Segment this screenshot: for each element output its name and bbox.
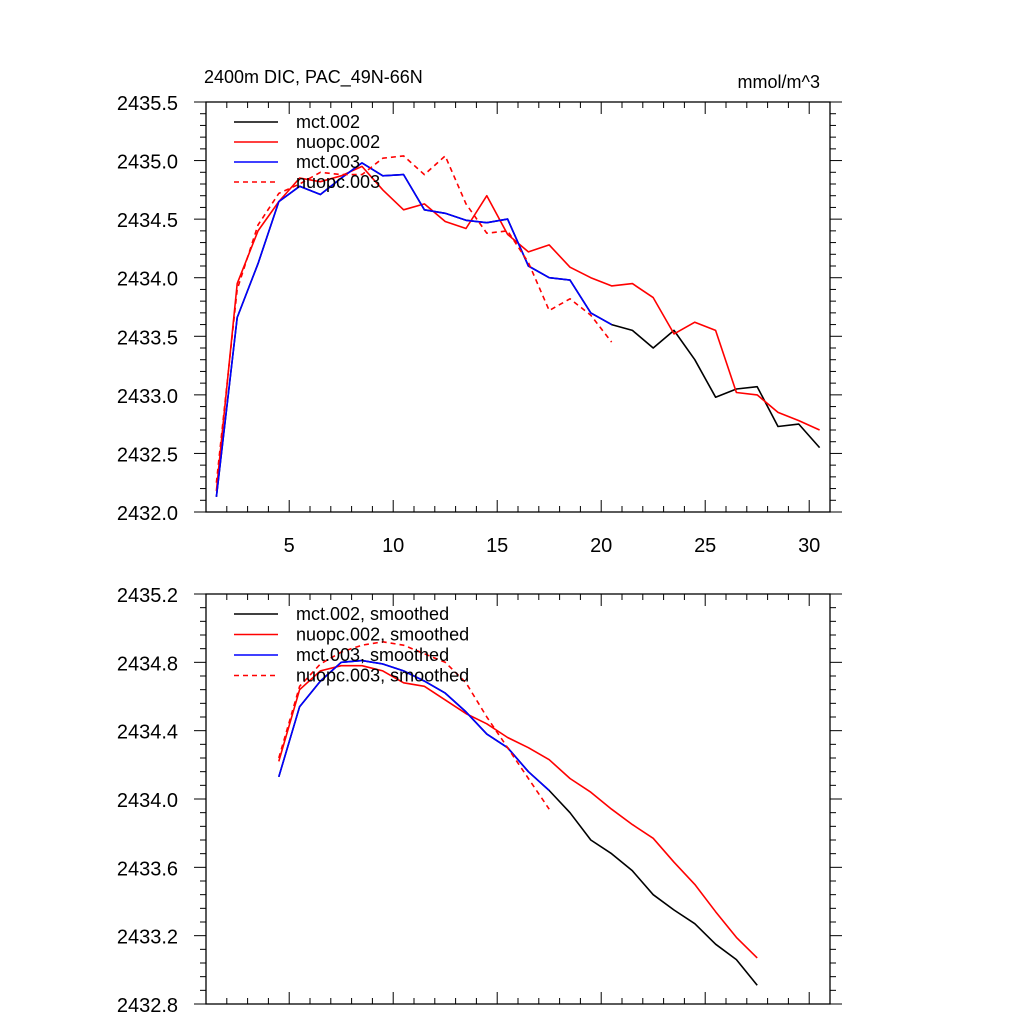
y-tick-label: 2432.5 — [117, 444, 178, 466]
series-line — [215, 165, 820, 491]
y-tick-label: 2432.8 — [117, 995, 178, 1017]
legend-label: mct.002, smoothed — [296, 604, 449, 624]
bottom-panel: 2432.8 2433.2 2433.6 2434.0 2434.4 2434.8 2435… — [117, 585, 842, 1017]
y-tick-label: 2435.5 — [117, 93, 178, 115]
legend-label: mct.003 — [296, 152, 360, 172]
y-tick-label: 2434.8 — [117, 653, 178, 675]
series-line — [215, 162, 821, 497]
y-tick-label: 2433.5 — [117, 327, 178, 349]
y-tick-label: 2432.0 — [117, 503, 178, 525]
chart-units: mmol/m^3 — [738, 72, 820, 92]
y-tick-label: 2433.6 — [117, 858, 178, 880]
y-tick-label: 2433.0 — [117, 386, 178, 408]
y-tick-label: 2434.0 — [117, 269, 178, 291]
y-tick-label: 2434.4 — [117, 722, 178, 744]
legend-label: mct.003, smoothed — [296, 645, 449, 665]
chart-title: 2400m DIC, PAC_49N-66N — [204, 67, 423, 88]
y-tick-label: 2434.0 — [117, 790, 178, 812]
x-tick-label: 15 — [486, 535, 508, 557]
top-panel: 2400m DIC, PAC_49N-66N mmol/m^3 5 10 15 20 2… — [117, 67, 842, 557]
x-tick-label: 5 — [284, 535, 295, 557]
legend-label: nuopc.002, smoothed — [296, 625, 469, 645]
series-line — [215, 162, 612, 497]
x-tick-label: 10 — [382, 535, 404, 557]
series-line — [278, 659, 550, 792]
series-line — [278, 640, 550, 810]
x-tick-label: 20 — [590, 535, 612, 557]
legend-label: mct.002 — [296, 112, 360, 132]
y-tick-label: 2434.5 — [117, 210, 178, 232]
y-tick-label: 2435.2 — [117, 585, 178, 607]
x-tick-label: 30 — [798, 535, 820, 557]
x-tick-label: 25 — [694, 535, 716, 557]
y-tick-label: 2433.2 — [117, 927, 178, 949]
legend-label: nuopc.003, smoothed — [296, 666, 469, 686]
y-tick-label: 2435.0 — [117, 152, 178, 174]
series-line — [278, 664, 758, 959]
legend-label: nuopc.003 — [296, 172, 380, 192]
series-line — [278, 659, 758, 986]
legend-label: nuopc.002 — [296, 132, 380, 152]
